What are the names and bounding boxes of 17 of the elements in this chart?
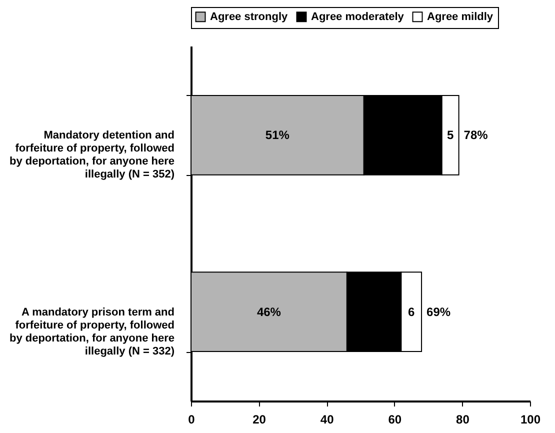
- x-tick-label: 100: [520, 412, 541, 426]
- x-tick-label: 80: [456, 412, 470, 426]
- x-tick-label: 0: [188, 412, 196, 426]
- legend-label: Agree strongly: [210, 10, 289, 23]
- data-label: 51%: [265, 128, 290, 142]
- y-tick-label: A mandatory prison term and forfeiture of property, followed by deportation, for anyone here illegally (N = 332): [9, 306, 175, 358]
- data-label: 6: [408, 304, 416, 319]
- x-tick-label: 20: [252, 412, 266, 426]
- total-label: 78%: [464, 128, 488, 142]
- data-label: 5: [446, 128, 454, 142]
- legend-label: Agree moderately: [311, 10, 405, 23]
- x-tick-label: 60: [388, 412, 402, 426]
- legend-label: Agree mildly: [427, 10, 494, 23]
- x-tick-label: 40: [320, 412, 334, 426]
- total-label: 69%: [426, 304, 451, 319]
- data-label: 46%: [256, 304, 282, 319]
- y-tick-label: Mandatory detention and forfeiture of property, followed by deportation, for anyone here illegally (N = 352): [9, 130, 175, 181]
